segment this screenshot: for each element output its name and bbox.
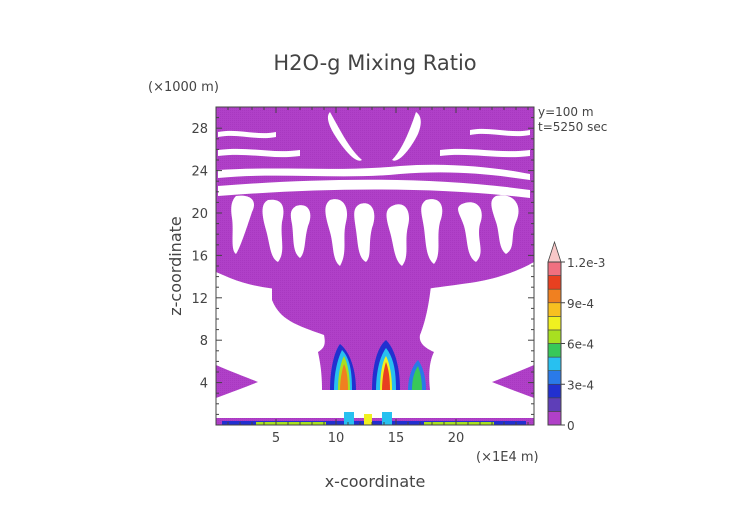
colorbar-segment <box>547 356 562 371</box>
y-tick-label: 8 <box>200 334 208 349</box>
colorbar-segment <box>547 261 562 276</box>
y-axis: 4 8 12 16 20 24 28 <box>191 117 534 415</box>
colorbar-label: 6e-4 <box>567 338 594 352</box>
y-tick-label: 20 <box>191 207 208 222</box>
x-axis: 5 10 15 20 <box>227 107 529 446</box>
colorbar: 1.2e-3 9e-4 6e-4 3e-4 0 <box>547 240 605 433</box>
updraft-cores <box>330 340 426 390</box>
colorbar-label: 0 <box>567 419 575 433</box>
colorbar-segment <box>547 275 562 290</box>
colorbar-label: 3e-4 <box>567 378 594 392</box>
colorbar-segment <box>547 316 562 331</box>
x-unit-label: (×1E4 m) <box>476 450 539 465</box>
x-axis-label: x-coordinate <box>325 472 426 491</box>
y-tick-label: 16 <box>191 249 208 264</box>
y-unit-label: (×1000 m) <box>148 80 219 95</box>
colorbar-segment <box>547 302 562 317</box>
y-tick-label: 4 <box>200 377 208 392</box>
y-tick-label: 28 <box>191 122 208 137</box>
chart-title: H2O-g Mixing Ratio <box>273 51 476 75</box>
colorbar-segment <box>547 288 562 304</box>
dry-streaks <box>218 112 530 266</box>
colorbar-label: 9e-4 <box>567 297 594 311</box>
y-tick-label: 24 <box>191 165 208 180</box>
y-tick-label: 12 <box>191 292 208 307</box>
left-edge-wave <box>216 365 258 398</box>
right-edge-wave <box>492 365 534 398</box>
colorbar-segment <box>547 397 562 412</box>
field-layer <box>216 107 534 425</box>
x-tick-label: 15 <box>388 431 405 446</box>
x-tick-label: 10 <box>328 431 345 446</box>
info-line-2: t=5250 sec <box>538 120 607 134</box>
x-tick-label: 20 <box>448 431 465 446</box>
colorbar-label: 1.2e-3 <box>567 256 605 270</box>
y-axis-label: z-coordinate <box>166 216 185 316</box>
boundary-layer <box>216 412 534 425</box>
colorbar-segment <box>547 329 562 344</box>
colorbar-segment <box>547 411 562 426</box>
colorbar-segment <box>547 370 562 385</box>
colorbar-extend-arrow <box>547 240 562 263</box>
colorbar-segment <box>547 383 562 399</box>
x-tick-label: 5 <box>272 431 280 446</box>
colorbar-segment <box>547 343 562 358</box>
info-line-1: y=100 m <box>538 105 594 119</box>
